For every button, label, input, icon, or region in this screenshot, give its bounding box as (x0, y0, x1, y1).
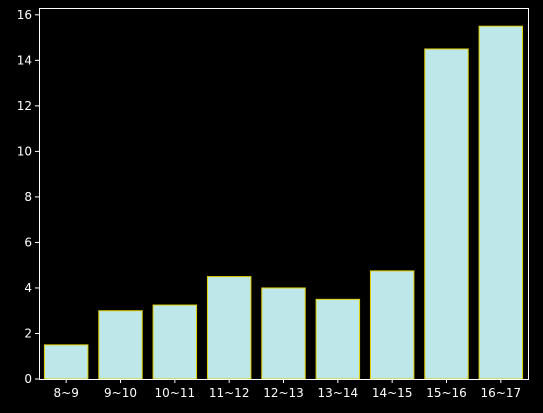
x-tick-label: 8~9 (54, 386, 79, 400)
x-tick-label: 14~15 (372, 386, 413, 400)
x-tick-label: 10~11 (155, 386, 196, 400)
x-tick-label: 16~17 (481, 386, 522, 400)
y-tick-label: 6 (24, 235, 32, 249)
bar-12~13 (261, 287, 306, 380)
x-axis-ticks: 8~9 9~10 10~11 11~12 12~13 13~14 14~15 15~16 16~… (54, 379, 522, 400)
y-axis-ticks: 0 2 4 6 8 10 12 14 16 (17, 8, 39, 386)
y-tick-label: 2 (24, 326, 32, 340)
y-tick-label: 12 (17, 99, 32, 113)
x-tick-label: 15~16 (426, 386, 467, 400)
y-tick-label: 14 (17, 53, 32, 67)
x-tick-label: 13~14 (318, 386, 359, 400)
x-tick-label: 9~10 (104, 386, 137, 400)
x-tick-label: 12~13 (263, 386, 304, 400)
bars-group (43, 25, 524, 380)
bar-9~10 (98, 310, 143, 380)
y-tick-label: 10 (17, 144, 32, 158)
bar-13~14 (315, 298, 361, 380)
bar-11~12 (206, 276, 252, 380)
bar-15~16 (424, 48, 469, 380)
bar-8~9 (43, 344, 89, 380)
y-tick-label: 8 (24, 190, 32, 204)
bar-10~11 (152, 304, 198, 380)
y-tick-label: 16 (17, 8, 32, 22)
bar-16~17 (478, 25, 524, 380)
y-tick-label: 0 (24, 372, 32, 386)
plot-frame (39, 8, 529, 380)
y-tick-label: 4 (24, 281, 32, 295)
x-tick-label: 11~12 (209, 386, 250, 400)
bar-14~15 (369, 270, 415, 380)
